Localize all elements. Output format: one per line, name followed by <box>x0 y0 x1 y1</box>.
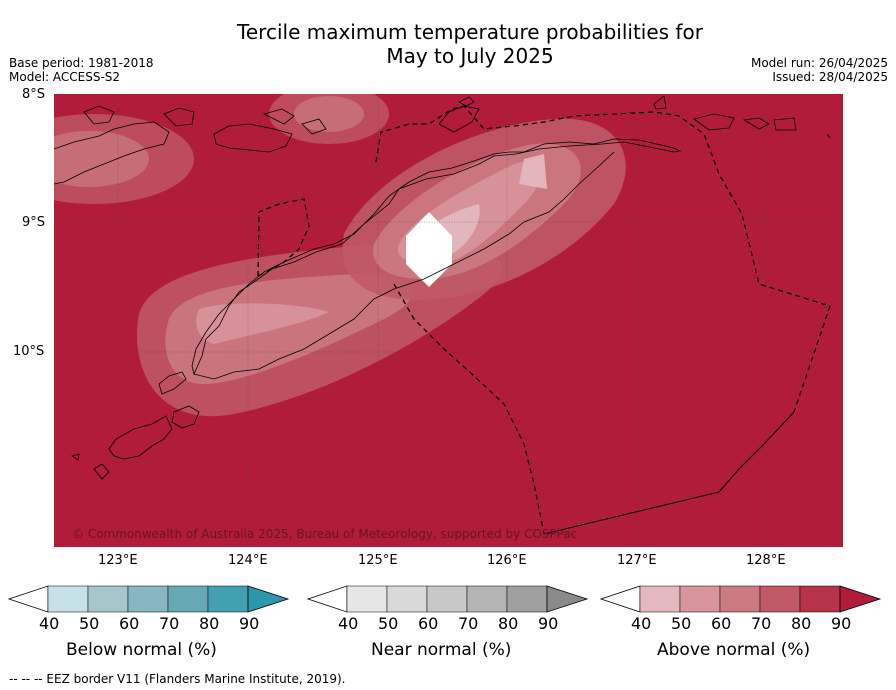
near-normal-label: Near normal (%) <box>371 640 512 660</box>
eez-footnote: -- -- -- EEZ border V11 (Flanders Marine… <box>9 672 346 686</box>
below-tick-90: 90 <box>239 614 260 633</box>
wetar-coastline <box>438 105 480 133</box>
above-normal-label: Above normal (%) <box>657 640 811 660</box>
above-tick-90: 90 <box>831 614 852 633</box>
above-tick-80: 80 <box>791 614 812 633</box>
lat-label-10s: 10°S <box>13 344 45 359</box>
model-run-text: Model run: 26/04/2025 <box>750 56 888 70</box>
issued-text: Issued: 28/04/2025 <box>772 70 888 84</box>
eez-border <box>257 105 831 535</box>
above-segment-80 <box>799 585 841 613</box>
above-segment-40 <box>639 585 681 613</box>
above-min-extend <box>599 585 641 613</box>
lon-label-125e: 125°E <box>358 553 398 568</box>
copyright-text: © Commonwealth of Australia 2025, Bureau… <box>72 527 577 541</box>
colorbar-below-normal <box>7 585 290 613</box>
lon-label-124e: 124°E <box>228 553 268 568</box>
colorbar-near-normal <box>306 585 589 613</box>
colorbars <box>7 585 882 613</box>
near-tick-90: 90 <box>538 614 559 633</box>
near-segment-50 <box>386 585 428 613</box>
above-segment-50 <box>679 585 721 613</box>
near-tick-40: 40 <box>338 614 359 633</box>
contour-west <box>54 114 194 204</box>
lon-label-123e: 123°E <box>98 553 138 568</box>
below-max-extend <box>247 585 290 613</box>
timor-coastline <box>191 138 682 376</box>
near-tick-80: 80 <box>498 614 519 633</box>
lat-label-8s: 8°S <box>22 87 46 102</box>
below-segment-60 <box>127 585 169 613</box>
below-normal-label: Below normal (%) <box>66 640 217 660</box>
meta-left: Base period: 1981-2018 Model: ACCESS-S2 <box>9 56 154 84</box>
below-tick-50: 50 <box>79 614 100 633</box>
map-title: Tercile maximum temperature probabilitie… <box>0 20 896 68</box>
lon-label-126e: 126°E <box>487 553 527 568</box>
below-tick-60: 60 <box>119 614 140 633</box>
near-segment-70 <box>466 585 508 613</box>
meta-right: Model run: 26/04/2025 Issued: 28/04/2025 <box>751 56 888 84</box>
above-max-extend <box>839 585 882 613</box>
near-tick-50: 50 <box>378 614 399 633</box>
max-probability-patch <box>406 212 452 287</box>
near-tick-60: 60 <box>418 614 439 633</box>
coastlines <box>54 95 831 480</box>
below-segment-70 <box>167 585 209 613</box>
rote-coastline <box>158 371 187 395</box>
contour-north <box>269 94 389 144</box>
near-min-extend <box>306 585 348 613</box>
model-text: Model: ACCESS-S2 <box>9 70 121 84</box>
near-max-extend <box>546 585 589 613</box>
boundary-solid <box>543 411 795 535</box>
below-min-extend <box>7 585 49 613</box>
below-tick-70: 70 <box>159 614 180 633</box>
lon-label-127e: 127°E <box>617 553 657 568</box>
title-line-1: Tercile maximum temperature probabilitie… <box>237 20 703 44</box>
probability-map: © Commonwealth of Australia 2025, Bureau… <box>54 94 843 547</box>
near-segment-60 <box>426 585 468 613</box>
near-segment-40 <box>346 585 388 613</box>
lon-label-128e: 128°E <box>746 553 786 568</box>
below-segment-40 <box>47 585 89 613</box>
alor-coastline <box>54 121 170 185</box>
gridlines <box>54 94 843 547</box>
below-segment-50 <box>87 585 129 613</box>
title-line-2: May to July 2025 <box>386 44 554 68</box>
below-segment-80 <box>207 585 249 613</box>
above-tick-40: 40 <box>631 614 652 633</box>
above-tick-70: 70 <box>751 614 772 633</box>
near-tick-70: 70 <box>458 614 479 633</box>
base-period-text: Base period: 1981-2018 <box>9 56 154 70</box>
lat-label-9s: 9°S <box>22 215 46 230</box>
above-tick-60: 60 <box>711 614 732 633</box>
above-segment-60 <box>719 585 761 613</box>
above-segment-70 <box>759 585 801 613</box>
above-tick-50: 50 <box>671 614 692 633</box>
eez-oecusse <box>257 198 310 278</box>
contour-central <box>342 118 626 300</box>
below-tick-80: 80 <box>199 614 220 633</box>
colorbar-above-normal <box>599 585 882 613</box>
below-tick-40: 40 <box>39 614 60 633</box>
near-segment-80 <box>506 585 548 613</box>
